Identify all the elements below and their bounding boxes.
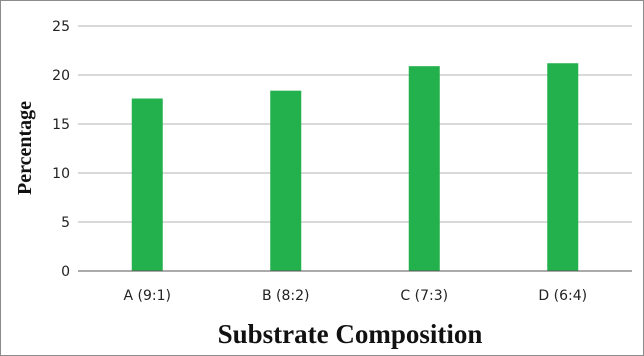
gridlines bbox=[78, 25, 632, 223]
y-tick-label: 15 bbox=[52, 117, 70, 133]
y-tick-label: 10 bbox=[52, 166, 70, 182]
bar bbox=[270, 90, 302, 272]
y-tick-label: 25 bbox=[52, 19, 70, 35]
bar bbox=[408, 66, 440, 272]
x-tick-label: A (9:1) bbox=[124, 288, 171, 304]
x-tick-label: D (6:4) bbox=[538, 288, 587, 304]
y-tick-label: 5 bbox=[61, 215, 70, 231]
y-tick-labels: 0 5 10 15 20 25 bbox=[52, 19, 70, 280]
x-axis-title: Substrate Composition bbox=[218, 319, 483, 349]
bar bbox=[131, 98, 163, 272]
y-tick-label: 20 bbox=[52, 68, 70, 84]
y-axis-title: Percentage bbox=[14, 101, 36, 195]
x-tick-labels: A (9:1) B (8:2) C (7:3) D (6:4) bbox=[124, 288, 588, 304]
y-tick-label: 0 bbox=[61, 264, 70, 280]
x-tick-label: B (8:2) bbox=[262, 288, 310, 304]
x-tick-label: C (7:3) bbox=[400, 288, 448, 304]
bar bbox=[547, 63, 579, 271]
bars bbox=[131, 63, 579, 272]
